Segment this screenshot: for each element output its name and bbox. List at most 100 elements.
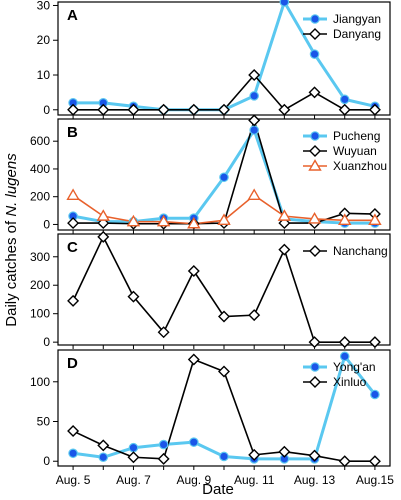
x-tick-label: Aug. 13 bbox=[294, 473, 336, 487]
y-tick-label: 200 bbox=[30, 190, 50, 204]
legend-label: Nanchang bbox=[333, 244, 388, 258]
data-point bbox=[368, 455, 381, 468]
legend-marker bbox=[308, 159, 322, 171]
data-point bbox=[248, 69, 261, 82]
data-point bbox=[97, 103, 110, 116]
data-point bbox=[67, 103, 80, 116]
data-point bbox=[249, 91, 259, 101]
y-tick-label: 600 bbox=[30, 134, 50, 148]
legend-label: Yong'an bbox=[333, 360, 376, 374]
y-axis-title-species: N. lugens bbox=[3, 153, 20, 217]
data-point bbox=[277, 209, 292, 221]
data-point bbox=[157, 452, 170, 465]
data-point bbox=[309, 49, 320, 59]
y-tick-label: 300 bbox=[30, 250, 50, 264]
data-point bbox=[126, 214, 141, 227]
legend-marker bbox=[309, 145, 321, 157]
x-tick-label: Aug. 7 bbox=[116, 473, 151, 487]
data-point bbox=[368, 336, 381, 349]
data-point bbox=[67, 217, 80, 230]
legend-marker bbox=[309, 376, 321, 388]
legend-label: Xuanzhou bbox=[333, 159, 387, 173]
series-line-nanchang bbox=[72, 236, 375, 343]
y-tick-label: 30 bbox=[37, 0, 51, 12]
legend-marker bbox=[310, 362, 320, 372]
data-point bbox=[248, 309, 261, 322]
data-point bbox=[218, 310, 230, 323]
y-axis-title: Daily catches of N. lugens bbox=[3, 153, 20, 327]
data-point bbox=[339, 351, 350, 362]
data-point bbox=[249, 125, 259, 135]
data-point bbox=[338, 455, 351, 468]
y-tick-label: 100 bbox=[30, 375, 50, 389]
data-point bbox=[218, 103, 230, 116]
panel-c: C 0 100 200 300 Nanchang bbox=[30, 230, 391, 349]
panel-letter: D bbox=[67, 355, 78, 372]
data-point bbox=[157, 326, 170, 339]
legend-label: Jiangyan bbox=[333, 12, 381, 26]
data-point bbox=[308, 336, 321, 349]
legend-label: Wuyuan bbox=[333, 144, 377, 158]
legend-marker bbox=[309, 245, 321, 257]
y-tick-label: 100 bbox=[30, 307, 50, 321]
x-axis-title: Date bbox=[202, 481, 234, 498]
data-point bbox=[157, 103, 170, 116]
data-point bbox=[156, 214, 171, 227]
y-tick-label: 0 bbox=[43, 454, 50, 468]
data-point bbox=[187, 265, 200, 277]
panel-letter: C bbox=[67, 239, 78, 256]
data-point bbox=[278, 243, 291, 256]
y-tick-label: 0 bbox=[43, 217, 50, 231]
data-point bbox=[127, 451, 140, 464]
y-tick-label: 400 bbox=[30, 162, 50, 176]
data-point bbox=[278, 103, 291, 116]
y-tick-label: 10 bbox=[37, 68, 51, 82]
data-point bbox=[97, 439, 110, 452]
legend-label: Xinluo bbox=[333, 375, 367, 389]
data-point bbox=[187, 103, 200, 116]
panel-letter: A bbox=[67, 7, 78, 24]
legend-label: Danyang bbox=[333, 27, 381, 41]
data-point bbox=[189, 437, 199, 447]
data-point bbox=[247, 188, 261, 201]
y-tick-label: 20 bbox=[37, 33, 51, 47]
data-point bbox=[278, 445, 291, 458]
data-point bbox=[338, 336, 351, 349]
data-point bbox=[219, 451, 229, 462]
series-line-wuyuan bbox=[73, 119, 375, 225]
data-point bbox=[339, 94, 350, 105]
y-tick-label: 50 bbox=[37, 415, 51, 429]
y-axis-title-prefix: Daily catches of bbox=[3, 217, 20, 327]
data-point bbox=[218, 365, 230, 378]
data-point bbox=[187, 353, 200, 366]
data-point bbox=[127, 103, 140, 116]
data-point bbox=[308, 449, 321, 462]
x-tick-label: Aug. 9 bbox=[176, 473, 211, 487]
data-point bbox=[97, 230, 110, 243]
data-point bbox=[217, 213, 231, 225]
x-tick-label: Aug. 11 bbox=[234, 473, 275, 487]
data-point bbox=[219, 172, 229, 183]
y-tick-label: 200 bbox=[30, 278, 50, 292]
data-point bbox=[187, 216, 201, 229]
data-point bbox=[279, 0, 290, 7]
data-point bbox=[368, 213, 382, 225]
data-point bbox=[98, 452, 109, 463]
panel-letter: B bbox=[67, 124, 78, 141]
y-tick-label: 0 bbox=[43, 335, 50, 349]
legend-marker bbox=[309, 28, 321, 40]
data-point bbox=[158, 439, 169, 450]
data-point bbox=[127, 290, 140, 303]
data-point bbox=[67, 294, 80, 307]
data-point bbox=[67, 425, 80, 438]
data-point bbox=[96, 209, 110, 221]
data-point bbox=[248, 448, 261, 461]
legend-marker bbox=[310, 131, 320, 141]
data-point bbox=[338, 103, 351, 116]
data-point bbox=[368, 103, 381, 116]
